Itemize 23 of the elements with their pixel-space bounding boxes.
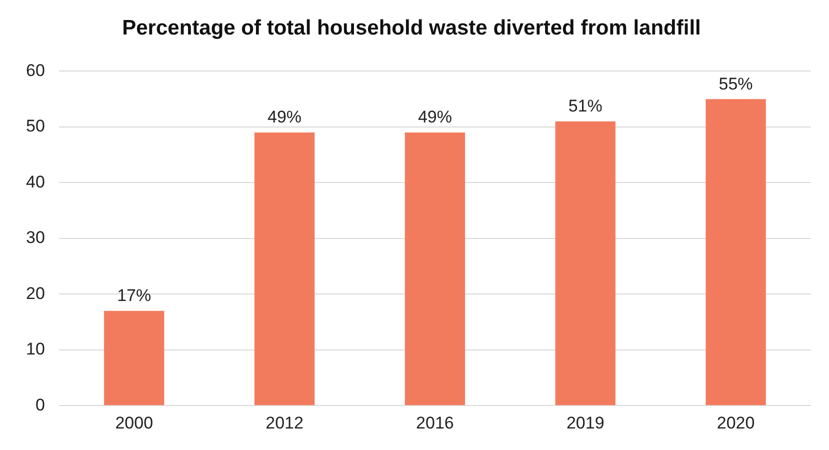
y-tick-label: 40	[26, 172, 45, 192]
y-tick-label: 50	[26, 116, 45, 136]
bar	[404, 132, 466, 406]
x-tick-label: 2016	[416, 413, 454, 432]
y-tick-label: 30	[26, 228, 45, 248]
data-label: 51%	[568, 96, 602, 116]
data-label: 49%	[418, 108, 452, 127]
data-label: 49%	[268, 108, 302, 127]
x-tick-label: 2020	[716, 413, 755, 432]
data-label: 55%	[718, 74, 753, 94]
x-tick-label: 2000	[115, 413, 154, 432]
y-tick-label: 0	[35, 395, 45, 414]
x-tick-label: 2012	[266, 413, 304, 432]
y-tick-label: 20	[26, 284, 45, 303]
chart-title: Percentage of total household waste diverted from landfill	[122, 16, 701, 40]
y-tick-label: 60	[26, 60, 45, 80]
y-tick-label: 10	[26, 340, 45, 359]
x-tick-label: 2019	[566, 413, 604, 432]
bar	[254, 132, 315, 406]
bar	[104, 310, 164, 406]
data-label: 17%	[117, 286, 152, 306]
bar	[555, 121, 616, 406]
bar	[706, 99, 766, 406]
